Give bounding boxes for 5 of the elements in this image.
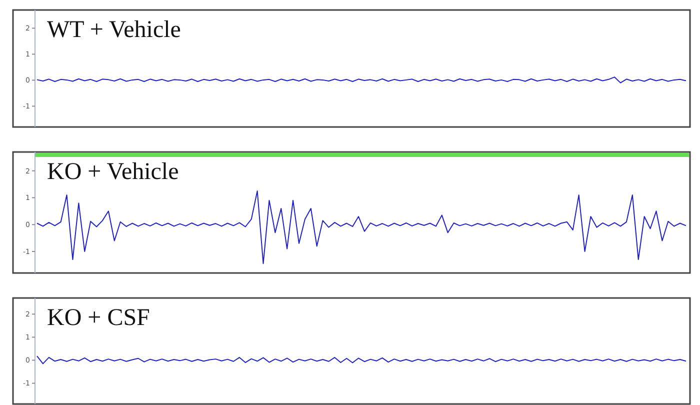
chart-title: KO + Vehicle [47, 159, 179, 185]
line-series [36, 356, 686, 364]
chart-title: WT + Vehicle [47, 17, 181, 43]
chart-title: KO + CSF [47, 305, 150, 331]
line-series [36, 190, 686, 264]
